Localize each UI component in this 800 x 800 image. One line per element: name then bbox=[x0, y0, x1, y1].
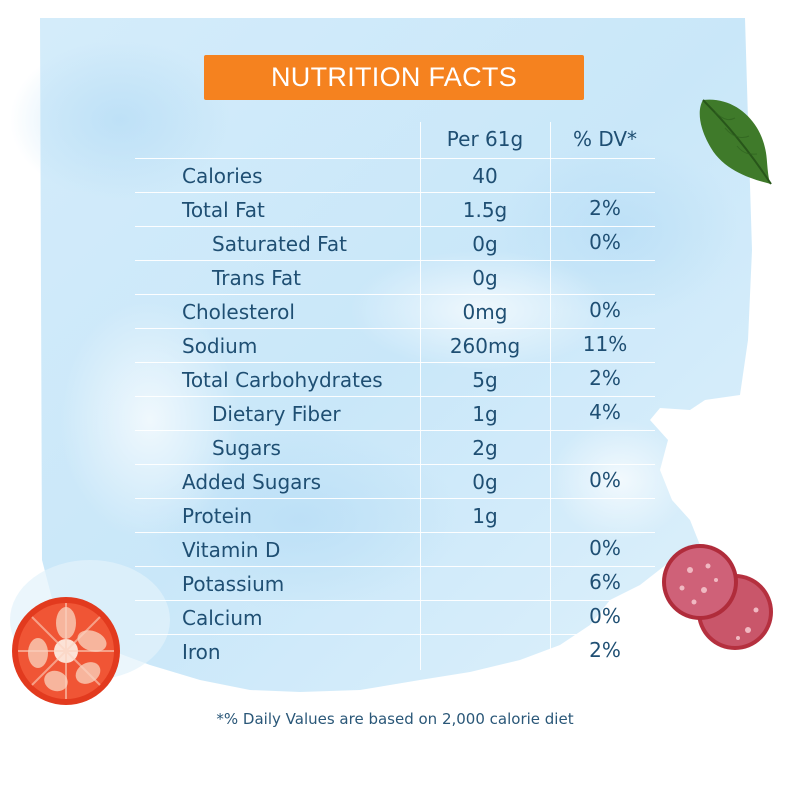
nutrient-row: Sugars 2g bbox=[135, 430, 655, 465]
nutrient-daily-value: 2% bbox=[589, 366, 621, 390]
nutrient-name: Potassium bbox=[182, 572, 285, 596]
nutrient-row: Potassium 6% bbox=[135, 566, 655, 601]
nutrient-name: Trans Fat bbox=[212, 266, 301, 290]
nutrient-amount: 1g bbox=[472, 402, 498, 426]
nutrient-amount: 0g bbox=[472, 232, 498, 256]
nutrient-row: Trans Fat 0g bbox=[135, 260, 655, 295]
nutrient-amount: 5g bbox=[472, 368, 498, 392]
nutrient-amount: 260mg bbox=[449, 334, 521, 358]
nutrient-row: Calcium 0% bbox=[135, 600, 655, 635]
nutrient-amount: 2g bbox=[472, 436, 498, 460]
daily-value-footnote: *% Daily Values are based on 2,000 calor… bbox=[216, 710, 574, 728]
nutrient-daily-value: 0% bbox=[589, 298, 621, 322]
nutrient-daily-value: 2% bbox=[589, 638, 621, 662]
nutrient-row: Total Carbohydrates 5g 2% bbox=[135, 362, 655, 397]
nutrient-daily-value: 0% bbox=[589, 536, 621, 560]
nutrient-name: Total Carbohydrates bbox=[182, 368, 383, 392]
nutrient-row: Added Sugars 0g 0% bbox=[135, 464, 655, 499]
nutrition-facts-title: NUTRITION FACTS bbox=[204, 55, 584, 100]
nutrient-daily-value: 0% bbox=[589, 230, 621, 254]
nutrient-row: Saturated Fat 0g 0% bbox=[135, 226, 655, 261]
salami-slices-icon bbox=[662, 544, 773, 650]
nutrient-name: Sugars bbox=[212, 436, 281, 460]
nutrient-daily-value: 4% bbox=[589, 400, 621, 424]
basil-leaf-icon bbox=[699, 99, 772, 185]
nutrient-name: Dietary Fiber bbox=[212, 402, 341, 426]
nutrient-row: Vitamin D 0% bbox=[135, 532, 655, 567]
nutrient-name: Sodium bbox=[182, 334, 258, 358]
nutrient-row: Cholesterol 0mg 0% bbox=[135, 294, 655, 329]
nutrient-amount: 0g bbox=[472, 470, 498, 494]
nutrient-row: Protein 1g bbox=[135, 498, 655, 533]
nutrient-name: Total Fat bbox=[182, 198, 265, 222]
nutrient-row: Iron 2% bbox=[135, 634, 655, 669]
nutrient-daily-value: 0% bbox=[589, 604, 621, 628]
nutrient-amount: 0g bbox=[472, 266, 498, 290]
nutrient-name: Saturated Fat bbox=[212, 232, 347, 256]
nutrient-amount: 1.5g bbox=[462, 198, 508, 222]
amount-column-header: Per 61g bbox=[446, 127, 524, 151]
nutrient-daily-value: 2% bbox=[589, 196, 621, 220]
nutrient-name: Added Sugars bbox=[182, 470, 322, 494]
nutrient-daily-value: 11% bbox=[582, 332, 628, 356]
nutrient-name: Calcium bbox=[182, 606, 263, 630]
nutrient-name: Vitamin D bbox=[182, 538, 281, 562]
dv-column-header: % DV* bbox=[572, 127, 638, 151]
nutrient-row: Calories 40 bbox=[135, 158, 655, 193]
nutrient-row: Sodium 260mg 11% bbox=[135, 328, 655, 363]
nutrient-row: Dietary Fiber 1g 4% bbox=[135, 396, 655, 431]
nutrient-name: Protein bbox=[182, 504, 253, 528]
nutrient-amount: 0mg bbox=[462, 300, 508, 324]
nutrient-daily-value: 0% bbox=[589, 468, 621, 492]
nutrient-daily-value: 6% bbox=[589, 570, 621, 594]
nutrient-row: Total Fat 1.5g 2% bbox=[135, 192, 655, 227]
tomato-slice-icon bbox=[12, 597, 120, 705]
nutrient-amount: 40 bbox=[472, 164, 498, 188]
nutrient-name: Iron bbox=[182, 640, 221, 664]
nutrient-name: Calories bbox=[182, 164, 263, 188]
nutrient-amount: 1g bbox=[472, 504, 498, 528]
nutrient-name: Cholesterol bbox=[182, 300, 295, 324]
